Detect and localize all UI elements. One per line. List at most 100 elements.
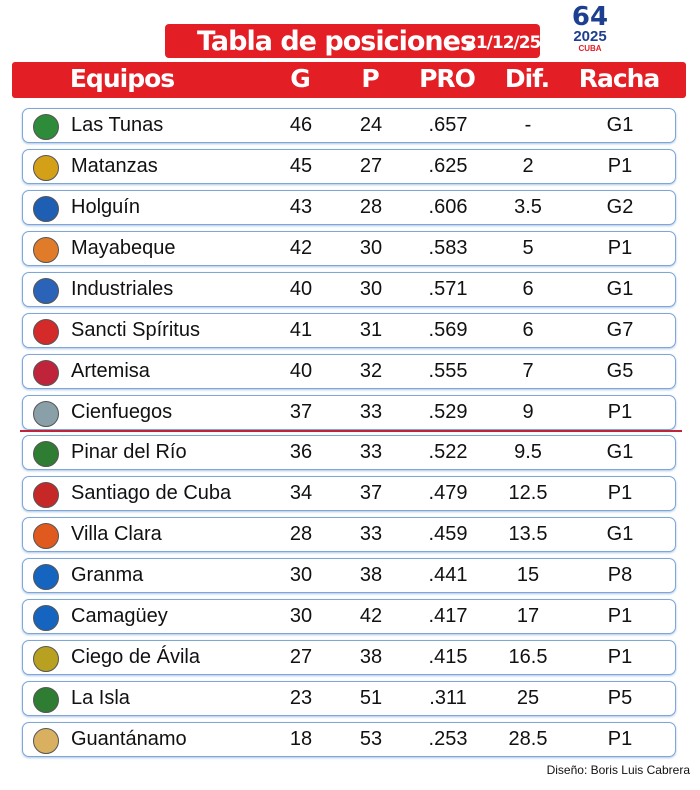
table-cell: 18 [289,727,313,750]
table-row: Ciego de Ávila 27 38 .415 16.5 P1 [22,640,676,676]
team-name: Matanzas [71,154,158,177]
table-cell: .253 [428,727,468,750]
table-cell: 6 [522,277,534,300]
table-cell: .555 [428,359,468,382]
table-cell: 34 [289,482,313,505]
table-cell: G7 [606,318,634,341]
table-cell: P1 [607,605,633,628]
table-cell: .415 [428,646,468,669]
logo-country: CUBA [578,44,602,53]
team-name: Granma [71,564,144,587]
table-cell: 37 [359,482,383,505]
team-logo [33,318,59,345]
table-cell: 9 [522,400,534,423]
table-cell: .529 [428,400,468,423]
table-cell: 5 [522,236,534,259]
table-row: Mayabeque 42 30 .583 5 P1 [22,230,676,266]
table-row: Pinar del Río 36 33 .522 9.5 G1 [22,435,676,471]
table-cell: 38 [359,646,383,669]
table-cell: 30 [289,605,313,628]
table-cell: 31 [359,318,383,341]
table-row: Guantánamo 18 53 .253 28.5 P1 [22,721,676,757]
team-logo [33,687,59,714]
team-name: Artemisa [71,359,150,382]
column-header: G [290,64,311,93]
team-logo [33,195,59,222]
table-cell: 16.5 [508,646,548,669]
table-cell: 28 [289,523,313,546]
table-cell: 37 [289,400,313,423]
table-cell: G1 [606,277,634,300]
table-cell: .459 [428,523,468,546]
table-cell: 27 [359,154,383,177]
table-row: Industriales 40 30 .571 6 G1 [22,271,676,307]
team-name: Holguín [71,195,140,218]
table-cell: .657 [428,114,468,136]
column-header: P [361,64,379,93]
column-header: Racha [578,64,661,93]
team-name: Las Tunas [71,114,164,136]
table-cell: .606 [428,195,468,218]
team-logo [33,482,59,509]
team-logo [33,564,59,591]
team-logo [33,605,59,632]
column-header: PRO [419,64,476,93]
team-name: Pinar del Río [71,441,187,464]
table-cell: 42 [289,236,313,259]
table-cell: .625 [428,154,468,177]
table-cell: P5 [607,687,633,710]
team-name: La Isla [71,687,130,710]
table-cell: .583 [428,236,468,259]
team-logo [33,400,59,427]
team-logo [33,727,59,754]
team-logo [33,441,59,468]
logo: 64 2025 CUBA [560,2,620,58]
table-cell: 28 [359,195,383,218]
table-cell: .311 [429,687,467,710]
table-cell: P1 [607,154,633,177]
table-cell: P1 [607,236,633,259]
team-name: Santiago de Cuba [71,482,232,505]
table-cell: 36 [289,441,313,464]
table-cell: 25 [516,687,540,710]
team-name: Villa Clara [71,523,162,546]
team-logo [33,646,59,673]
table-row: Cienfuegos 37 33 .529 9 P1 [22,394,676,430]
team-name: Guantánamo [71,727,187,750]
credit: Diseño: Boris Luis Cabrera [546,763,690,777]
table-cell: .441 [428,564,468,587]
table-cell: 46 [289,114,313,136]
table-cell: P8 [607,564,633,587]
title: Tabla de posiciones [197,26,476,57]
team-name: Sancti Spíritus [71,318,200,341]
table-row: Matanzas 45 27 .625 2 P1 [22,148,676,184]
team-logo [33,114,59,140]
table-row: Sancti Spíritus 41 31 .569 6 G7 [22,312,676,348]
logo-year: 2025 [573,28,607,45]
table-cell: 33 [359,400,383,423]
team-logo [33,236,59,263]
table-cell: 23 [289,687,313,710]
team-name: Cienfuegos [71,400,173,423]
table-cell: 9.5 [514,441,542,464]
table-cell: G2 [606,195,634,218]
table-cell: P1 [607,400,633,423]
table-cell: 2 [522,154,534,177]
table-cell: 30 [359,277,383,300]
table-cell: 33 [359,523,383,546]
team-logo [33,154,59,181]
table-row: Granma 30 38 .441 15 P8 [22,558,676,594]
table-cell: 41 [289,318,313,341]
table-cell: 32 [359,359,383,382]
table-cell: 51 [359,687,383,710]
table-cell: 42 [359,605,383,628]
table-cell: 33 [359,441,383,464]
table-cell: - [524,114,532,136]
table-cell: 24 [359,114,383,136]
team-logo [33,277,59,304]
table-cell: 17 [516,605,540,628]
table-cell: 15 [516,564,540,587]
table-cell: 28.5 [508,727,548,750]
column-header: Dif. [504,64,550,93]
